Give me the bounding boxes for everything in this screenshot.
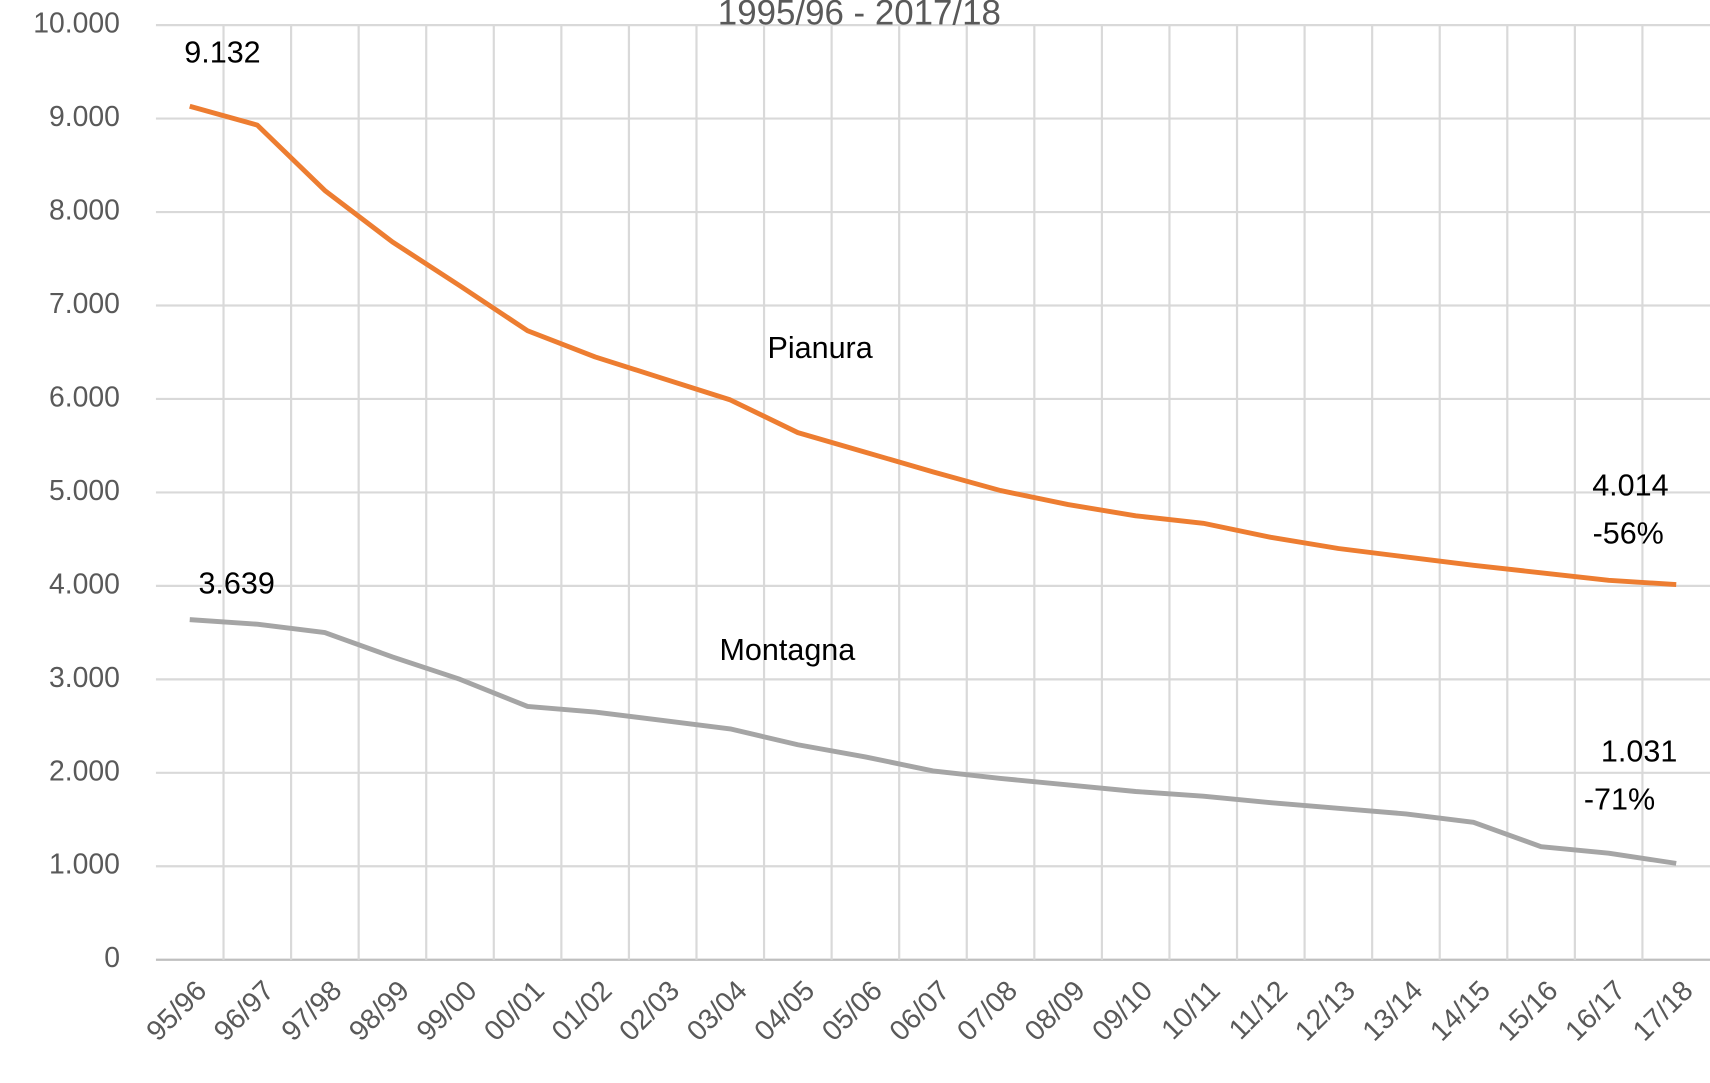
x-tick-label: 98/99 xyxy=(343,975,416,1048)
x-tick-label: 01/02 xyxy=(546,975,619,1048)
x-tick-label: 17/18 xyxy=(1627,975,1700,1048)
series-label: Pianura xyxy=(768,331,873,365)
y-tick-label: 4.000 xyxy=(49,568,120,600)
x-tick-label: 13/14 xyxy=(1356,975,1429,1048)
x-tick-label: 97/98 xyxy=(275,975,348,1048)
grid xyxy=(155,24,1710,961)
series-label: Montagna xyxy=(720,633,856,667)
y-tick-label: 2.000 xyxy=(49,755,120,787)
x-tick-label: 07/08 xyxy=(951,975,1024,1048)
x-tick-label: 96/97 xyxy=(208,975,281,1048)
x-tick-label: 06/07 xyxy=(884,975,957,1048)
y-tick-label: 1.000 xyxy=(49,849,120,881)
y-tick-label: 3.000 xyxy=(49,662,120,694)
x-tick-label: 95/96 xyxy=(140,975,213,1048)
x-tick-label: 00/01 xyxy=(478,975,551,1048)
annotation: -56% xyxy=(1593,517,1664,551)
x-tick-label: 10/11 xyxy=(1155,975,1226,1046)
x-tick-label: 99/00 xyxy=(411,975,484,1048)
x-tick-label: 15/16 xyxy=(1492,975,1565,1048)
y-tick-label: 10.000 xyxy=(33,8,120,40)
x-tick-label: 05/06 xyxy=(816,975,889,1048)
data-label: 4.014 xyxy=(1592,469,1668,503)
x-tick-label: 14/15 xyxy=(1424,975,1497,1048)
series-line xyxy=(189,617,1677,866)
x-tick-label: 02/03 xyxy=(613,975,686,1048)
y-tick-label: 0 xyxy=(104,942,120,974)
x-tick-label: 11/12 xyxy=(1223,975,1294,1046)
y-tick-label: 6.000 xyxy=(49,381,120,413)
data-label: 9.132 xyxy=(184,36,260,70)
y-tick-label: 5.000 xyxy=(49,475,120,507)
x-tick-label: 08/09 xyxy=(1019,975,1092,1048)
y-tick-label: 9.000 xyxy=(49,101,120,133)
data-label: 1.031 xyxy=(1601,735,1677,769)
series-line xyxy=(189,103,1677,588)
y-tick-label: 8.000 xyxy=(49,195,120,227)
x-tick-label: 09/10 xyxy=(1086,975,1159,1048)
x-tick-label: 16/17 xyxy=(1559,975,1632,1048)
annotation: -71% xyxy=(1584,783,1655,817)
x-tick-label: 12/13 xyxy=(1289,975,1362,1048)
data-label: 3.639 xyxy=(198,567,274,601)
chart-title: 1995/96 - 2017/18 xyxy=(718,0,1001,33)
y-tick-label: 7.000 xyxy=(49,288,120,320)
x-tick-label: 04/05 xyxy=(748,975,821,1048)
x-tick-label: 03/04 xyxy=(681,975,754,1048)
